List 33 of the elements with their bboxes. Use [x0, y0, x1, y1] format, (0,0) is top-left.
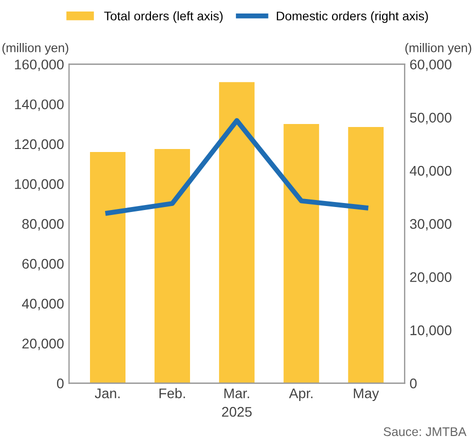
y-tick-label: 140,000	[15, 99, 64, 111]
x-tick-label: Feb.	[160, 388, 185, 398]
y2-tick-label: 0	[410, 378, 417, 388]
y-tick-label: 40,000	[22, 298, 64, 310]
y-tick-label: 80,000	[22, 219, 64, 231]
y2-tick-label: 10,000	[410, 325, 452, 337]
bar	[348, 127, 384, 384]
y-axis-title: (million yen)	[2, 43, 68, 55]
y2-tick-label: 20,000	[410, 272, 452, 284]
y-tick-label: 60,000	[22, 258, 64, 270]
x-tick-label: May	[354, 388, 379, 402]
bar	[90, 152, 126, 384]
legend-label: Total orders (left axis)	[104, 11, 223, 23]
x-tick-label: Mar.	[224, 388, 250, 398]
x-tick-label: Jan.	[94, 388, 120, 398]
y-tick-label: 160,000	[15, 60, 64, 72]
y-tick-label: 20,000	[22, 338, 64, 350]
bar	[284, 124, 320, 384]
y2-tick-label: 50,000	[410, 112, 452, 124]
y2-axis-title: (million yen)	[405, 43, 472, 55]
bar	[219, 82, 255, 384]
x-axis-title: 2025	[222, 406, 252, 417]
line-series	[105, 118, 368, 216]
y2-tick-label: 60,000	[410, 60, 452, 72]
legend-label: Domestic orders (right axis)	[276, 11, 428, 23]
y-tick-label: 0	[56, 378, 64, 388]
y2-tick-label: 40,000	[410, 166, 452, 178]
y-tick-label: 100,000	[15, 179, 64, 191]
y2-tick-label: 30,000	[410, 219, 452, 231]
bar	[154, 148, 190, 384]
y-tick-label: 120,000	[15, 139, 64, 151]
x-tick-label: Apr.	[289, 388, 312, 402]
text: Sauce: JMTBA	[384, 427, 466, 436]
